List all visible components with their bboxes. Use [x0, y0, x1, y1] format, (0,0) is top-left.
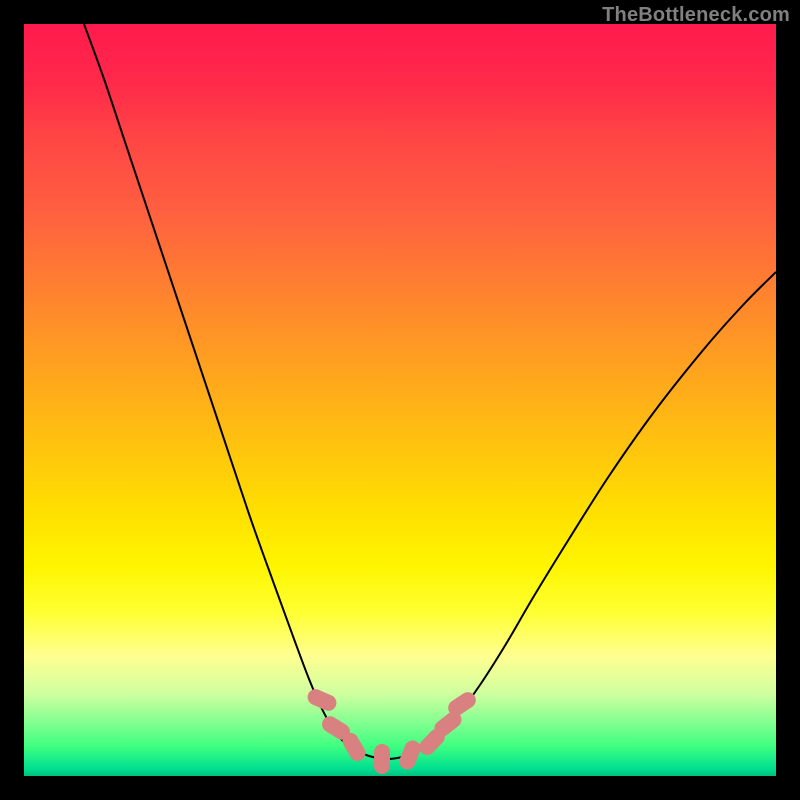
watermark-text: TheBottleneck.com [602, 4, 790, 27]
marker-point [374, 744, 390, 774]
marker-point [397, 738, 423, 772]
markers-layer [24, 24, 776, 776]
chart-container: TheBottleneck.com [0, 0, 800, 800]
plot-area [24, 24, 776, 776]
marker-point [305, 687, 339, 714]
